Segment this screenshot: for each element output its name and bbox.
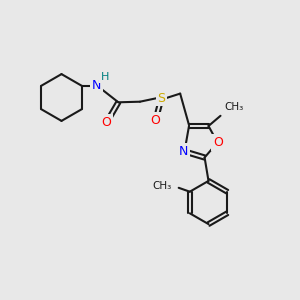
Text: N: N xyxy=(179,145,189,158)
Text: N: N xyxy=(92,79,101,92)
Text: H: H xyxy=(101,72,110,82)
Text: O: O xyxy=(101,116,111,129)
Text: O: O xyxy=(213,136,223,149)
Text: O: O xyxy=(150,114,160,127)
Text: S: S xyxy=(158,92,166,105)
Text: CH₃: CH₃ xyxy=(224,102,243,112)
Text: CH₃: CH₃ xyxy=(152,181,172,191)
